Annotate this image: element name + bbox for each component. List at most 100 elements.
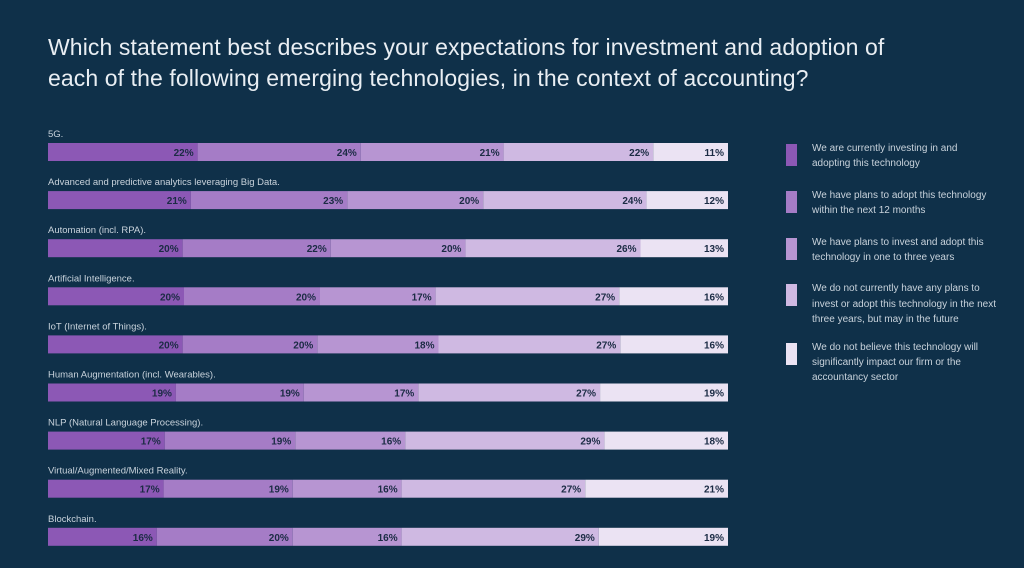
- category-label: Blockchain.: [48, 514, 97, 525]
- bar-segment: [401, 527, 599, 546]
- category-label: Human Augmentation (incl. Wearables).: [48, 370, 216, 381]
- data-label: 16%: [704, 292, 724, 303]
- bar-segment: [48, 479, 164, 498]
- data-label: 19%: [271, 437, 291, 448]
- category-label: 5G.: [48, 129, 63, 140]
- data-label: 27%: [595, 292, 615, 303]
- bar-segment: [292, 479, 402, 498]
- data-label: 20%: [269, 533, 289, 544]
- data-label: 21%: [167, 196, 187, 207]
- bar-segment: [197, 143, 361, 161]
- bar-row: 5G. 22% 24% 21% 22% 11%: [48, 129, 728, 161]
- bar-segment: [292, 527, 402, 546]
- data-label: 11%: [705, 148, 725, 159]
- data-label: 19%: [704, 533, 724, 544]
- category-label: Advanced and predictive analytics levera…: [48, 177, 280, 188]
- data-label: 17%: [412, 292, 432, 303]
- legend-item: We do not currently have any plans to in…: [786, 281, 996, 327]
- legend-label: We do not currently have any plans to in…: [812, 283, 997, 326]
- data-label: 17%: [394, 389, 414, 400]
- bar-segment: [483, 191, 647, 210]
- bar-row: Virtual/Augmented/Mixed Reality. 17% 19% 16…: [48, 466, 728, 498]
- category-label: IoT (Internet of Things).: [48, 321, 147, 332]
- data-label: 24%: [622, 196, 642, 207]
- category-label: Automation (incl. RPA).: [48, 225, 146, 236]
- category-label: NLP (Natural Language Processing).: [48, 418, 203, 429]
- legend-item: We have plans to adopt this technology w…: [786, 188, 996, 219]
- data-label: 24%: [337, 148, 357, 159]
- bar-segment: [347, 191, 484, 210]
- bar-segment: [640, 239, 728, 258]
- legend: We are currently investing in and adopti…: [786, 141, 996, 386]
- bar-segment: [619, 287, 728, 306]
- bar-segment: [401, 479, 586, 498]
- data-label: 20%: [459, 196, 479, 207]
- bar-segment: [48, 287, 184, 306]
- bar-row: Artificial Intelligence. 20% 20% 17% 27% 16%: [48, 273, 728, 306]
- legend-label: We do not believe this technology will s…: [812, 341, 979, 384]
- data-label: 17%: [140, 485, 160, 496]
- data-label: 20%: [160, 292, 180, 303]
- data-label: 26%: [616, 244, 636, 255]
- bar-segment: [330, 239, 466, 258]
- bar-segment: [295, 431, 406, 450]
- data-label: 18%: [704, 437, 724, 448]
- legend-label: We have plans to adopt this technology w…: [812, 189, 987, 217]
- bar-segment: [317, 335, 439, 354]
- data-label: 27%: [596, 340, 616, 351]
- legend-item: We have plans to invest and adopt this t…: [786, 235, 996, 266]
- data-label: 12%: [704, 196, 724, 207]
- bar-segment: [48, 191, 191, 210]
- bar-segment: [48, 239, 183, 258]
- bar-segment: [465, 239, 641, 258]
- category-label: Artificial Intelligence.: [48, 273, 135, 284]
- bar-row: NLP (Natural Language Processing). 17% 19%…: [48, 418, 728, 450]
- data-label: 29%: [580, 437, 600, 448]
- data-label: 13%: [704, 244, 724, 255]
- legend-swatch: [786, 237, 797, 260]
- data-label: 16%: [378, 485, 398, 496]
- data-label: 22%: [174, 148, 194, 159]
- bar-segment: [175, 383, 304, 402]
- data-label: 19%: [269, 485, 289, 496]
- bar-segment: [600, 383, 728, 402]
- bar-segment: [604, 431, 728, 450]
- legend-item: We do not believe this technology will s…: [786, 340, 996, 386]
- data-label: 19%: [704, 389, 724, 400]
- bar-segment: [405, 431, 605, 450]
- data-label: 19%: [280, 389, 300, 400]
- data-label: 17%: [141, 437, 161, 448]
- legend-swatch: [786, 144, 797, 166]
- legend-label: We have plans to invest and adopt this t…: [812, 236, 984, 264]
- data-label: 19%: [152, 389, 172, 400]
- bar-segment: [646, 191, 728, 210]
- legend-swatch: [786, 284, 797, 307]
- bar-row: Advanced and predictive analytics levera…: [48, 177, 728, 210]
- bar-segment: [48, 527, 157, 546]
- data-label: 22%: [629, 148, 649, 159]
- chart-title-line-2: each of the following emerging technolog…: [48, 65, 809, 91]
- legend-item: We are currently investing in and adopti…: [786, 141, 996, 172]
- bar-segment: [438, 335, 621, 354]
- category-label: Virtual/Augmented/Mixed Reality.: [48, 466, 188, 477]
- bar-segment: [435, 287, 620, 306]
- data-label: 22%: [307, 244, 327, 255]
- bar-segment: [320, 287, 436, 306]
- data-label: 23%: [323, 196, 343, 207]
- legend-label: We are currently investing in and adopti…: [812, 143, 958, 170]
- data-label: 21%: [704, 485, 724, 496]
- bar-segment: [360, 143, 504, 161]
- bar-segment: [182, 335, 318, 354]
- bar-segment: [48, 383, 176, 402]
- bar-segment: [48, 335, 183, 354]
- data-label: 27%: [561, 485, 581, 496]
- bar-segment: [418, 383, 601, 402]
- bar-segment: [184, 287, 320, 306]
- bar-segment: [503, 143, 654, 161]
- bar-segment: [182, 239, 331, 258]
- data-label: 20%: [293, 340, 313, 351]
- bar-row: Blockchain. 16% 20% 16% 29% 19%: [48, 514, 728, 546]
- data-label: 16%: [704, 340, 724, 351]
- bar-segment: [653, 143, 728, 161]
